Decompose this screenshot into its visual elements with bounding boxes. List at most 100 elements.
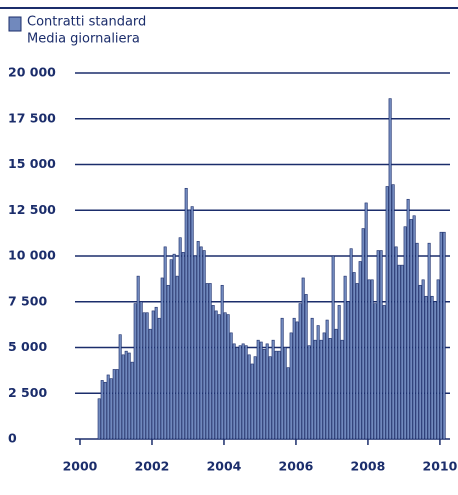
bar bbox=[379, 250, 383, 440]
bar bbox=[133, 303, 137, 440]
bar bbox=[208, 283, 212, 440]
bar bbox=[406, 198, 410, 440]
bar bbox=[184, 187, 188, 440]
bar bbox=[199, 246, 203, 440]
bar bbox=[298, 303, 302, 440]
bar bbox=[154, 306, 158, 440]
bar bbox=[301, 277, 305, 440]
bar bbox=[328, 338, 332, 440]
bar bbox=[385, 186, 389, 440]
x-tick-label: 2006 bbox=[279, 459, 314, 474]
bar bbox=[97, 398, 101, 440]
bar bbox=[292, 317, 296, 440]
bar bbox=[151, 310, 155, 440]
bar bbox=[232, 343, 236, 440]
bar bbox=[340, 339, 344, 440]
subtitle: Media giornaliera bbox=[27, 32, 140, 47]
bar bbox=[382, 305, 386, 440]
bar bbox=[256, 339, 260, 440]
bar bbox=[325, 319, 329, 440]
bar bbox=[217, 314, 221, 440]
bar bbox=[172, 253, 176, 440]
bar bbox=[181, 252, 185, 440]
bar bbox=[271, 339, 275, 440]
bar bbox=[139, 301, 143, 440]
bar bbox=[274, 350, 278, 440]
bar bbox=[136, 275, 140, 440]
bar bbox=[415, 242, 419, 440]
bar bbox=[307, 345, 311, 440]
bar bbox=[169, 259, 173, 440]
bar bbox=[370, 279, 374, 440]
bar bbox=[343, 275, 347, 440]
bar bbox=[253, 356, 257, 440]
bar bbox=[130, 361, 134, 440]
bar bbox=[355, 283, 359, 440]
bar bbox=[286, 367, 290, 440]
y-tick-label: 15 000 bbox=[8, 156, 56, 171]
bar bbox=[331, 255, 335, 440]
y-tick-label: 7 500 bbox=[8, 293, 47, 308]
bar bbox=[148, 328, 152, 440]
bar bbox=[100, 380, 104, 440]
bar bbox=[193, 255, 197, 440]
bar bbox=[115, 369, 119, 440]
bar bbox=[103, 381, 107, 440]
legend-swatch bbox=[8, 16, 22, 32]
x-tick-label: 2002 bbox=[135, 459, 170, 474]
bar bbox=[247, 354, 251, 440]
bar bbox=[244, 345, 248, 440]
y-tick-label: 0 bbox=[8, 431, 17, 446]
bar bbox=[403, 226, 407, 440]
bar bbox=[145, 312, 149, 440]
bar bbox=[409, 219, 413, 440]
bar bbox=[394, 246, 398, 440]
bar bbox=[313, 339, 317, 440]
bar bbox=[277, 350, 281, 440]
bar bbox=[259, 341, 263, 440]
bar bbox=[418, 284, 422, 440]
bar bbox=[283, 347, 287, 440]
bar bbox=[349, 248, 353, 440]
bar bbox=[361, 228, 365, 440]
bar bbox=[241, 343, 245, 440]
y-tick-label: 2 500 bbox=[8, 385, 47, 400]
bar bbox=[205, 283, 209, 440]
x-tick-label: 2004 bbox=[207, 459, 242, 474]
bar bbox=[421, 279, 425, 440]
bar bbox=[280, 317, 284, 440]
bar bbox=[166, 284, 170, 440]
bar bbox=[109, 378, 113, 440]
bar bbox=[202, 250, 206, 440]
bar bbox=[397, 264, 401, 440]
bar bbox=[433, 301, 437, 440]
bar bbox=[121, 354, 125, 440]
bar bbox=[160, 277, 164, 440]
bar bbox=[238, 345, 242, 440]
bar bbox=[223, 312, 227, 440]
bar bbox=[436, 279, 440, 440]
legend-label: Contratti standard bbox=[27, 15, 146, 30]
bar bbox=[127, 352, 131, 440]
bar bbox=[229, 332, 233, 440]
bar bbox=[400, 264, 404, 440]
bar bbox=[187, 209, 191, 440]
bar bbox=[376, 250, 380, 440]
bar bbox=[430, 295, 434, 440]
y-tick-label: 5 000 bbox=[8, 339, 47, 354]
bar bbox=[118, 334, 122, 440]
bar bbox=[316, 325, 320, 440]
bar bbox=[178, 237, 182, 440]
bar bbox=[112, 369, 116, 440]
y-tick-label: 10 000 bbox=[8, 248, 56, 263]
bar bbox=[289, 332, 293, 440]
bar bbox=[346, 301, 350, 440]
bar bbox=[334, 328, 338, 440]
bar bbox=[268, 356, 272, 440]
bar bbox=[157, 317, 161, 440]
bar bbox=[196, 241, 200, 440]
x-tick-label: 2000 bbox=[63, 459, 98, 474]
bar bbox=[373, 303, 377, 440]
bar bbox=[337, 305, 341, 440]
bar bbox=[358, 261, 362, 440]
